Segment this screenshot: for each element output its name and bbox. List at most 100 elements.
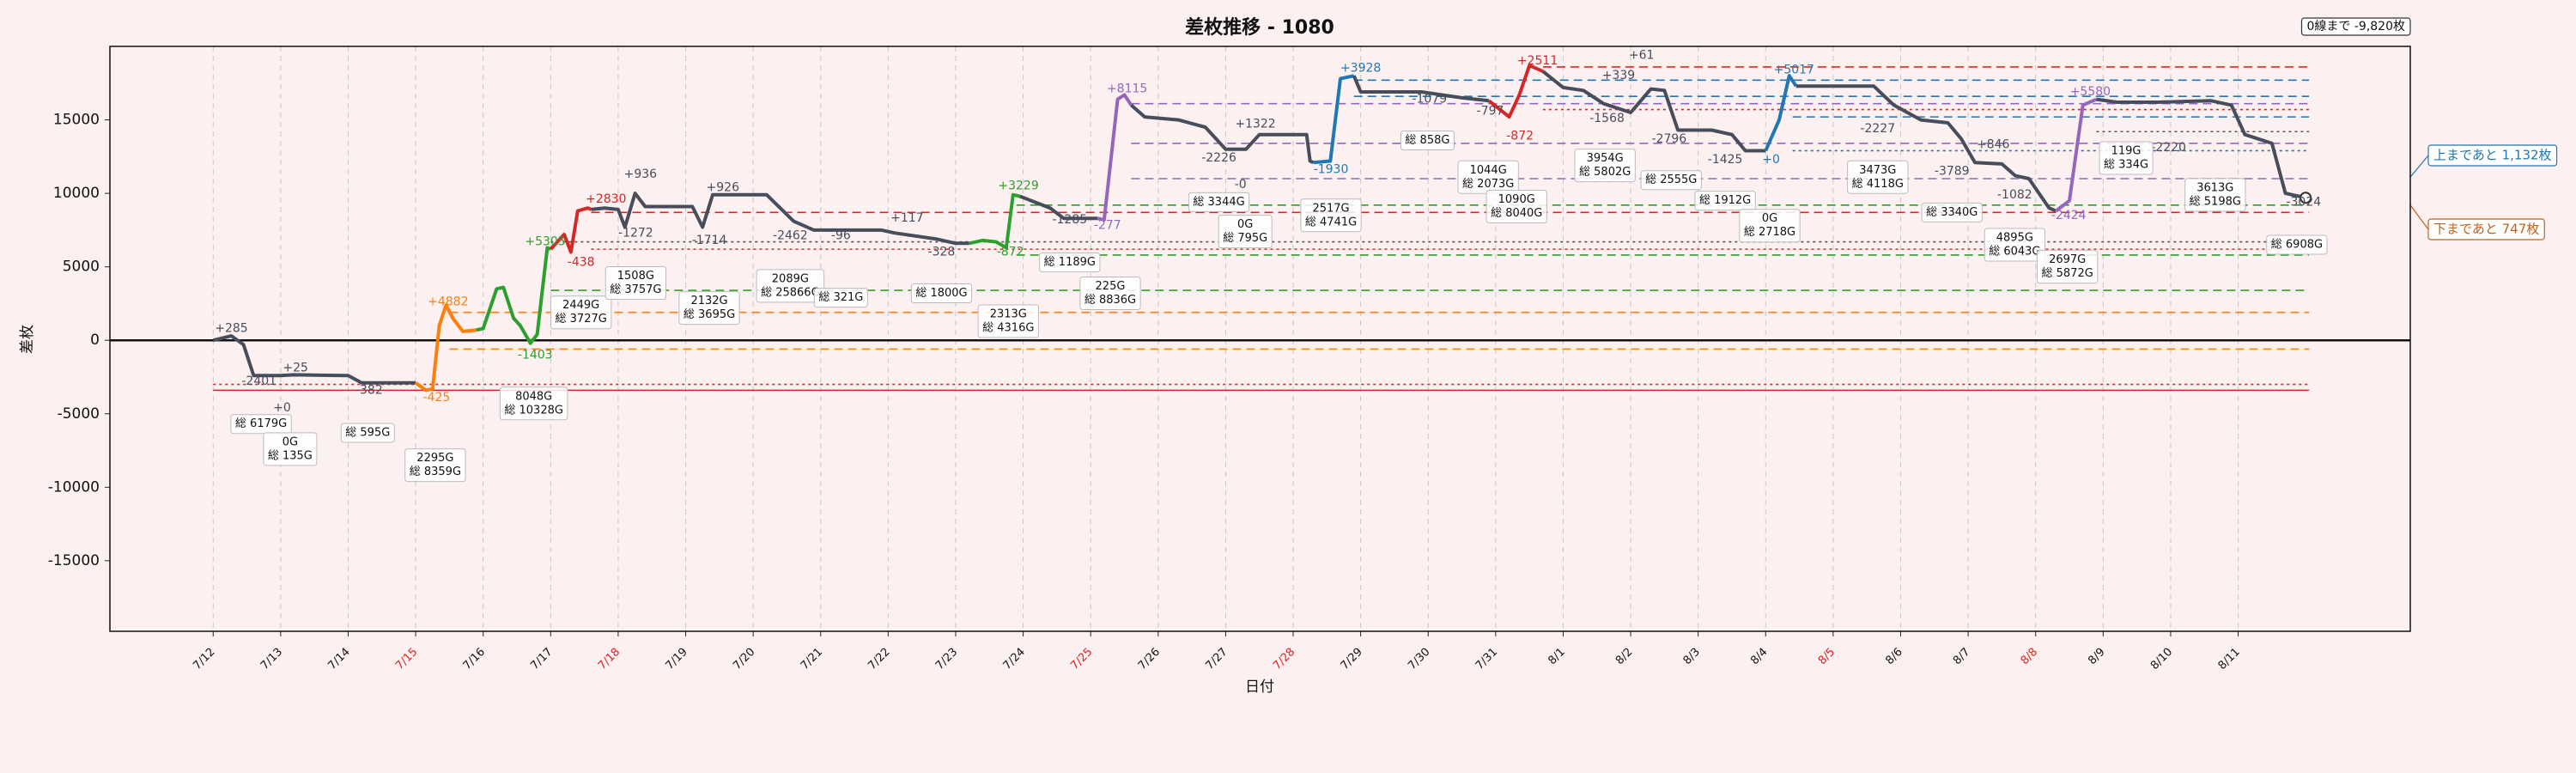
box-text: 0G (283, 435, 298, 448)
box-text: 総 135G (268, 449, 313, 462)
box-text: 総 8359G (410, 466, 461, 478)
box-frame (2266, 234, 2328, 255)
box-text: 総 321G (818, 291, 863, 304)
change-label: -425 (423, 391, 451, 405)
y-tick-label: 0 (90, 332, 100, 349)
callout: 下まであと 747枚 (2427, 218, 2545, 240)
series-line (1097, 93, 1133, 222)
box-text: 3473G (1859, 164, 1896, 177)
box-text: 0G (1237, 218, 1253, 231)
change-label: -3024 (2286, 195, 2321, 209)
box-text: 総 3757G (610, 283, 661, 296)
change-label: +926 (707, 180, 740, 194)
box-text: 2295G (416, 452, 453, 465)
box-text: 総 1800G (915, 287, 967, 300)
box-frame (550, 295, 612, 330)
box-text: 総 1912G (1699, 194, 1751, 207)
change-label: +1322 (1235, 118, 1275, 131)
game-count-box: 総 595G (340, 423, 395, 443)
series-line (1795, 84, 2057, 213)
box-frame (1984, 228, 2045, 262)
box-frame (1400, 131, 1455, 151)
change-label: -96 (831, 229, 851, 243)
game-count-box: 総 6179G (230, 414, 292, 435)
series-line (969, 192, 1021, 250)
box-text: 総 2073G (1462, 178, 1514, 191)
box-text: 総 858G (1405, 134, 1449, 147)
y-tick-label: 15000 (53, 112, 100, 129)
box-text: 総 6179G (235, 417, 287, 430)
change-label: +5580 (2070, 85, 2111, 99)
change-label: -1079 (1412, 93, 1447, 107)
change-label: -1930 (1314, 163, 1349, 177)
box-text: 総 3695G (683, 308, 735, 321)
change-label: +5305 (525, 235, 565, 249)
box-frame (1574, 149, 1636, 183)
box-frame (910, 283, 973, 303)
box-text: 総 5198G (2190, 195, 2241, 208)
box-text: 総 6043G (1989, 245, 2040, 258)
box-frame (813, 288, 868, 308)
change-label: -1714 (692, 234, 727, 247)
box-text: 総 1189G (1044, 256, 1096, 269)
box-text: 総 795G (1223, 232, 1267, 245)
box-text: 総 3344G (1193, 196, 1244, 209)
series-line (1313, 74, 1355, 165)
change-label: -382 (355, 383, 383, 397)
box-frame (977, 304, 1039, 338)
box-text: 3613G (2196, 181, 2233, 194)
y-axis-label: 差枚 (19, 325, 36, 354)
y-tick-label: -5000 (58, 405, 100, 423)
box-text: 119G (2111, 145, 2142, 158)
box-text: 総 8040G (1491, 207, 1542, 220)
change-label: -797 (1477, 104, 1504, 118)
box-frame (340, 423, 395, 443)
box-frame (404, 448, 466, 483)
game-count-box: 0G総 135G (263, 432, 318, 466)
change-label: +117 (890, 211, 923, 225)
change-label: +339 (1602, 69, 1635, 82)
box-text: 総 4316G (982, 321, 1034, 334)
box-text: 2517G (1312, 202, 1349, 215)
box-text: 総 2555G (1645, 173, 1697, 186)
box-frame (1300, 198, 1362, 233)
box-frame (1694, 191, 1756, 211)
box-text: 225G (1096, 280, 1126, 293)
change-label: -2424 (2051, 209, 2087, 222)
series-line (1764, 74, 1798, 152)
change-label: -872 (1506, 129, 1534, 143)
box-text: 総 6908G (2271, 238, 2323, 251)
box-text: 0G (1762, 212, 1777, 225)
box-text: 1508G (617, 270, 654, 283)
change-label: +4882 (428, 295, 468, 309)
box-frame (263, 432, 318, 466)
box-text: 2313G (990, 307, 1027, 320)
change-label: +0 (1762, 153, 1780, 167)
box-text: 総 334G (2104, 159, 2148, 172)
change-label: +285 (215, 322, 247, 336)
box-text: 総 3340G (1926, 206, 1978, 219)
change-label: +3928 (1340, 62, 1381, 76)
box-text: 総 595G (345, 427, 390, 440)
change-label: +5017 (1774, 63, 1814, 76)
change-label: -328 (928, 246, 956, 259)
box-frame (1039, 253, 1101, 273)
series-line (212, 334, 416, 385)
series-line (1352, 75, 1490, 103)
box-frame (1485, 190, 1547, 224)
box-text: 総 2718G (1744, 226, 1795, 239)
callout-text: 下まであと 747枚 (2433, 222, 2539, 237)
box-frame (499, 386, 568, 421)
y-tick-label: 10000 (53, 185, 100, 202)
callout: 上まであと 1,132枚 (2427, 144, 2558, 167)
box-frame (1640, 170, 1702, 191)
series-line (2055, 97, 2098, 213)
series-line (1130, 103, 1315, 165)
